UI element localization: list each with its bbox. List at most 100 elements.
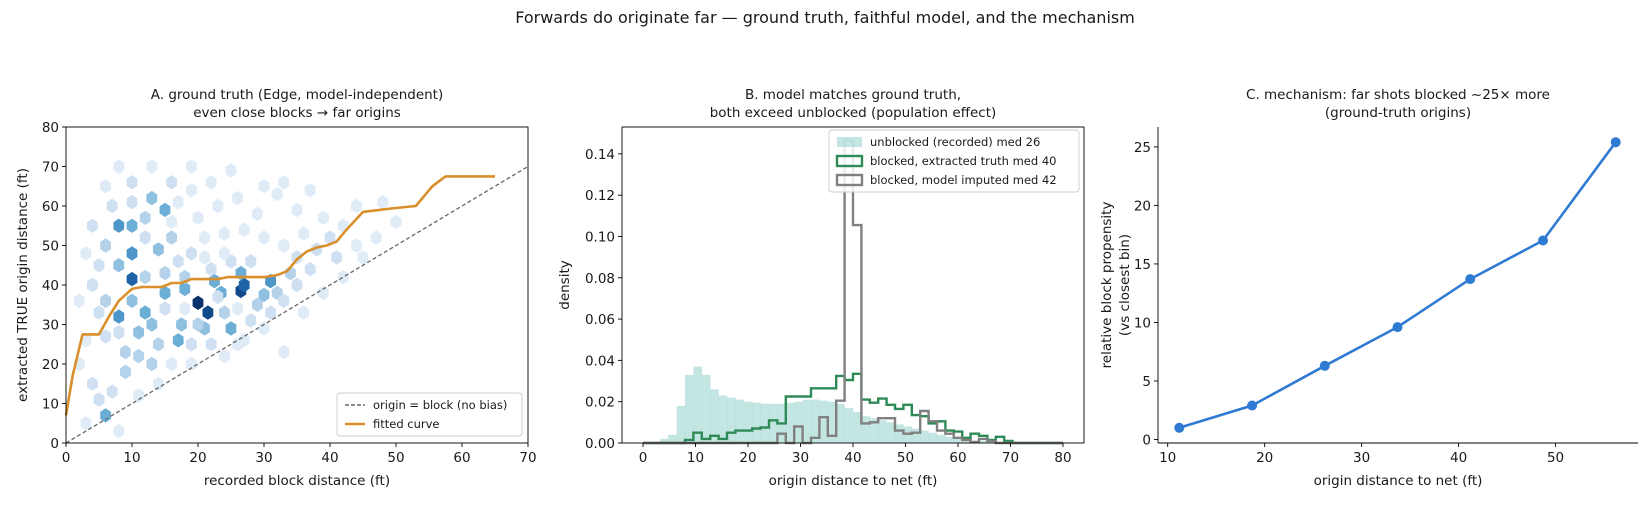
unblocked-hist-bar (769, 403, 778, 443)
hexbin (172, 333, 184, 348)
panel-c-xtick-label: 30 (1353, 450, 1370, 466)
panel-c-ytick-label: 10 (1134, 315, 1151, 331)
propensity-point (1610, 137, 1621, 148)
panel-c-xtick-label: 10 (1159, 450, 1176, 466)
panel-a-ytick-label: 0 (50, 436, 59, 452)
hexbin (199, 230, 210, 245)
unblocked-hist-bar (701, 374, 711, 443)
panel-b-legend-imputed-label: blocked, model imputed med 42 (870, 173, 1057, 187)
unblocked-hist-bar (869, 418, 879, 443)
hexbin (324, 230, 336, 245)
panel-a-ytick-label: 30 (42, 318, 59, 334)
hexbin (93, 305, 105, 320)
panel-a-ylabel: extracted TRUE origin distance (ft) (15, 168, 31, 402)
hexbin (100, 293, 111, 308)
panel-b-xtick-label: 40 (844, 450, 861, 466)
hexbin (304, 183, 316, 198)
hexbin (100, 179, 111, 194)
hexbin (179, 281, 191, 297)
unblocked-hist-bar (895, 424, 904, 443)
panel-c-ytick-label: 5 (1142, 374, 1151, 390)
unblocked-hist-bar (676, 405, 686, 443)
propensity-line (1178, 141, 1617, 430)
hexbin (93, 392, 105, 407)
hexbin (337, 269, 349, 285)
unblocked-hist-bar (794, 401, 803, 443)
unblocked-hist-bar (937, 434, 946, 443)
panel-c-title-line-2: (ground-truth origins) (1325, 105, 1471, 121)
hexbin (186, 159, 197, 174)
hexbin (100, 329, 111, 344)
panel-b-title-line-2: both exceed unblocked (population effect… (710, 105, 997, 121)
hexbin (93, 258, 105, 273)
panel-c-ylabel-line-2: (vs closest bin) (1117, 234, 1133, 336)
panel-b-legend-unblocked-swatch (837, 137, 862, 147)
hexbin (318, 210, 329, 225)
hexbin (126, 194, 138, 210)
hexbin (192, 210, 204, 225)
hexbin (258, 179, 270, 194)
panel-b-title-line-1: B. model matches ground truth, (745, 87, 961, 103)
panel-b-ylabel: density (557, 260, 573, 310)
panel-a-legend-identity-label: origin = block (no bias) (373, 398, 507, 412)
panel-b-legend-imputed-swatch (835, 173, 864, 187)
hexbin (232, 190, 243, 206)
hexbin (186, 246, 197, 261)
panel-c-title-line-1: C. mechanism: far shots blocked ~25× mor… (1246, 87, 1550, 103)
hexbin (199, 250, 210, 265)
panel-a-lines (64, 165, 529, 444)
panel-a-legend-box (336, 392, 523, 437)
hexbin (238, 277, 250, 293)
hexbin (192, 317, 204, 332)
hexbin (258, 287, 270, 303)
panel-a-xlabel: recorded block distance (ft) (204, 473, 390, 489)
hexbin (232, 337, 243, 352)
panel-b-ytick-label: 0.14 (585, 147, 615, 163)
hexbin (232, 301, 243, 316)
hexbin (238, 222, 250, 237)
panel-a-xtick-label: 0 (62, 450, 71, 466)
unblocked-hist-bar (886, 422, 896, 443)
panel-c-spines (1157, 127, 1638, 444)
panel-b-xtick-label: 50 (897, 450, 914, 466)
hexbin (212, 289, 224, 305)
hexbin (126, 246, 138, 261)
panel-a-xtick-label: 60 (453, 450, 470, 466)
hexbin (202, 305, 214, 320)
hexbin (205, 262, 217, 277)
unblocked-hist-bar (920, 430, 929, 443)
unblocked-hist-bar (819, 400, 829, 443)
panel-a-xtick-label: 10 (123, 450, 140, 466)
unblocked-hist-bar (659, 438, 669, 443)
hexbin (212, 198, 224, 214)
hexbin (166, 356, 177, 372)
panel-c-xtick-label: 20 (1256, 450, 1273, 466)
hexbin (113, 218, 125, 233)
panel-a-legend-curve-label: fitted curve (373, 417, 440, 431)
hexbin (166, 175, 177, 190)
hexbin (258, 230, 270, 245)
hexbin (186, 356, 197, 372)
panel-a-legend: origin = block (no bias) fitted curve (336, 392, 523, 437)
hexbin (351, 198, 362, 214)
hexbin (113, 423, 125, 439)
hexbin (113, 258, 125, 273)
panel-a-xtick-label: 40 (321, 450, 338, 466)
hexbin (298, 305, 309, 320)
hexbin (205, 175, 217, 190)
propensity-point (1247, 400, 1258, 411)
hexbin (133, 325, 144, 340)
propensity-point (1538, 235, 1548, 246)
hexbin (113, 309, 125, 324)
unblocked-hist-bar (979, 440, 988, 443)
panel-b-legend-box (828, 129, 1080, 193)
hexbin (377, 194, 389, 210)
unblocked-hist-bar (718, 395, 728, 443)
panel-a-xtick-label: 30 (255, 450, 272, 466)
hexbin (265, 305, 276, 320)
panel-a-ticks: 0 10 20 30 40 50 60 70 0 10 20 30 40 50 60 70 80 (42, 120, 537, 466)
hexbin (252, 297, 263, 312)
hexbin (172, 194, 184, 210)
hexbin (245, 313, 257, 328)
